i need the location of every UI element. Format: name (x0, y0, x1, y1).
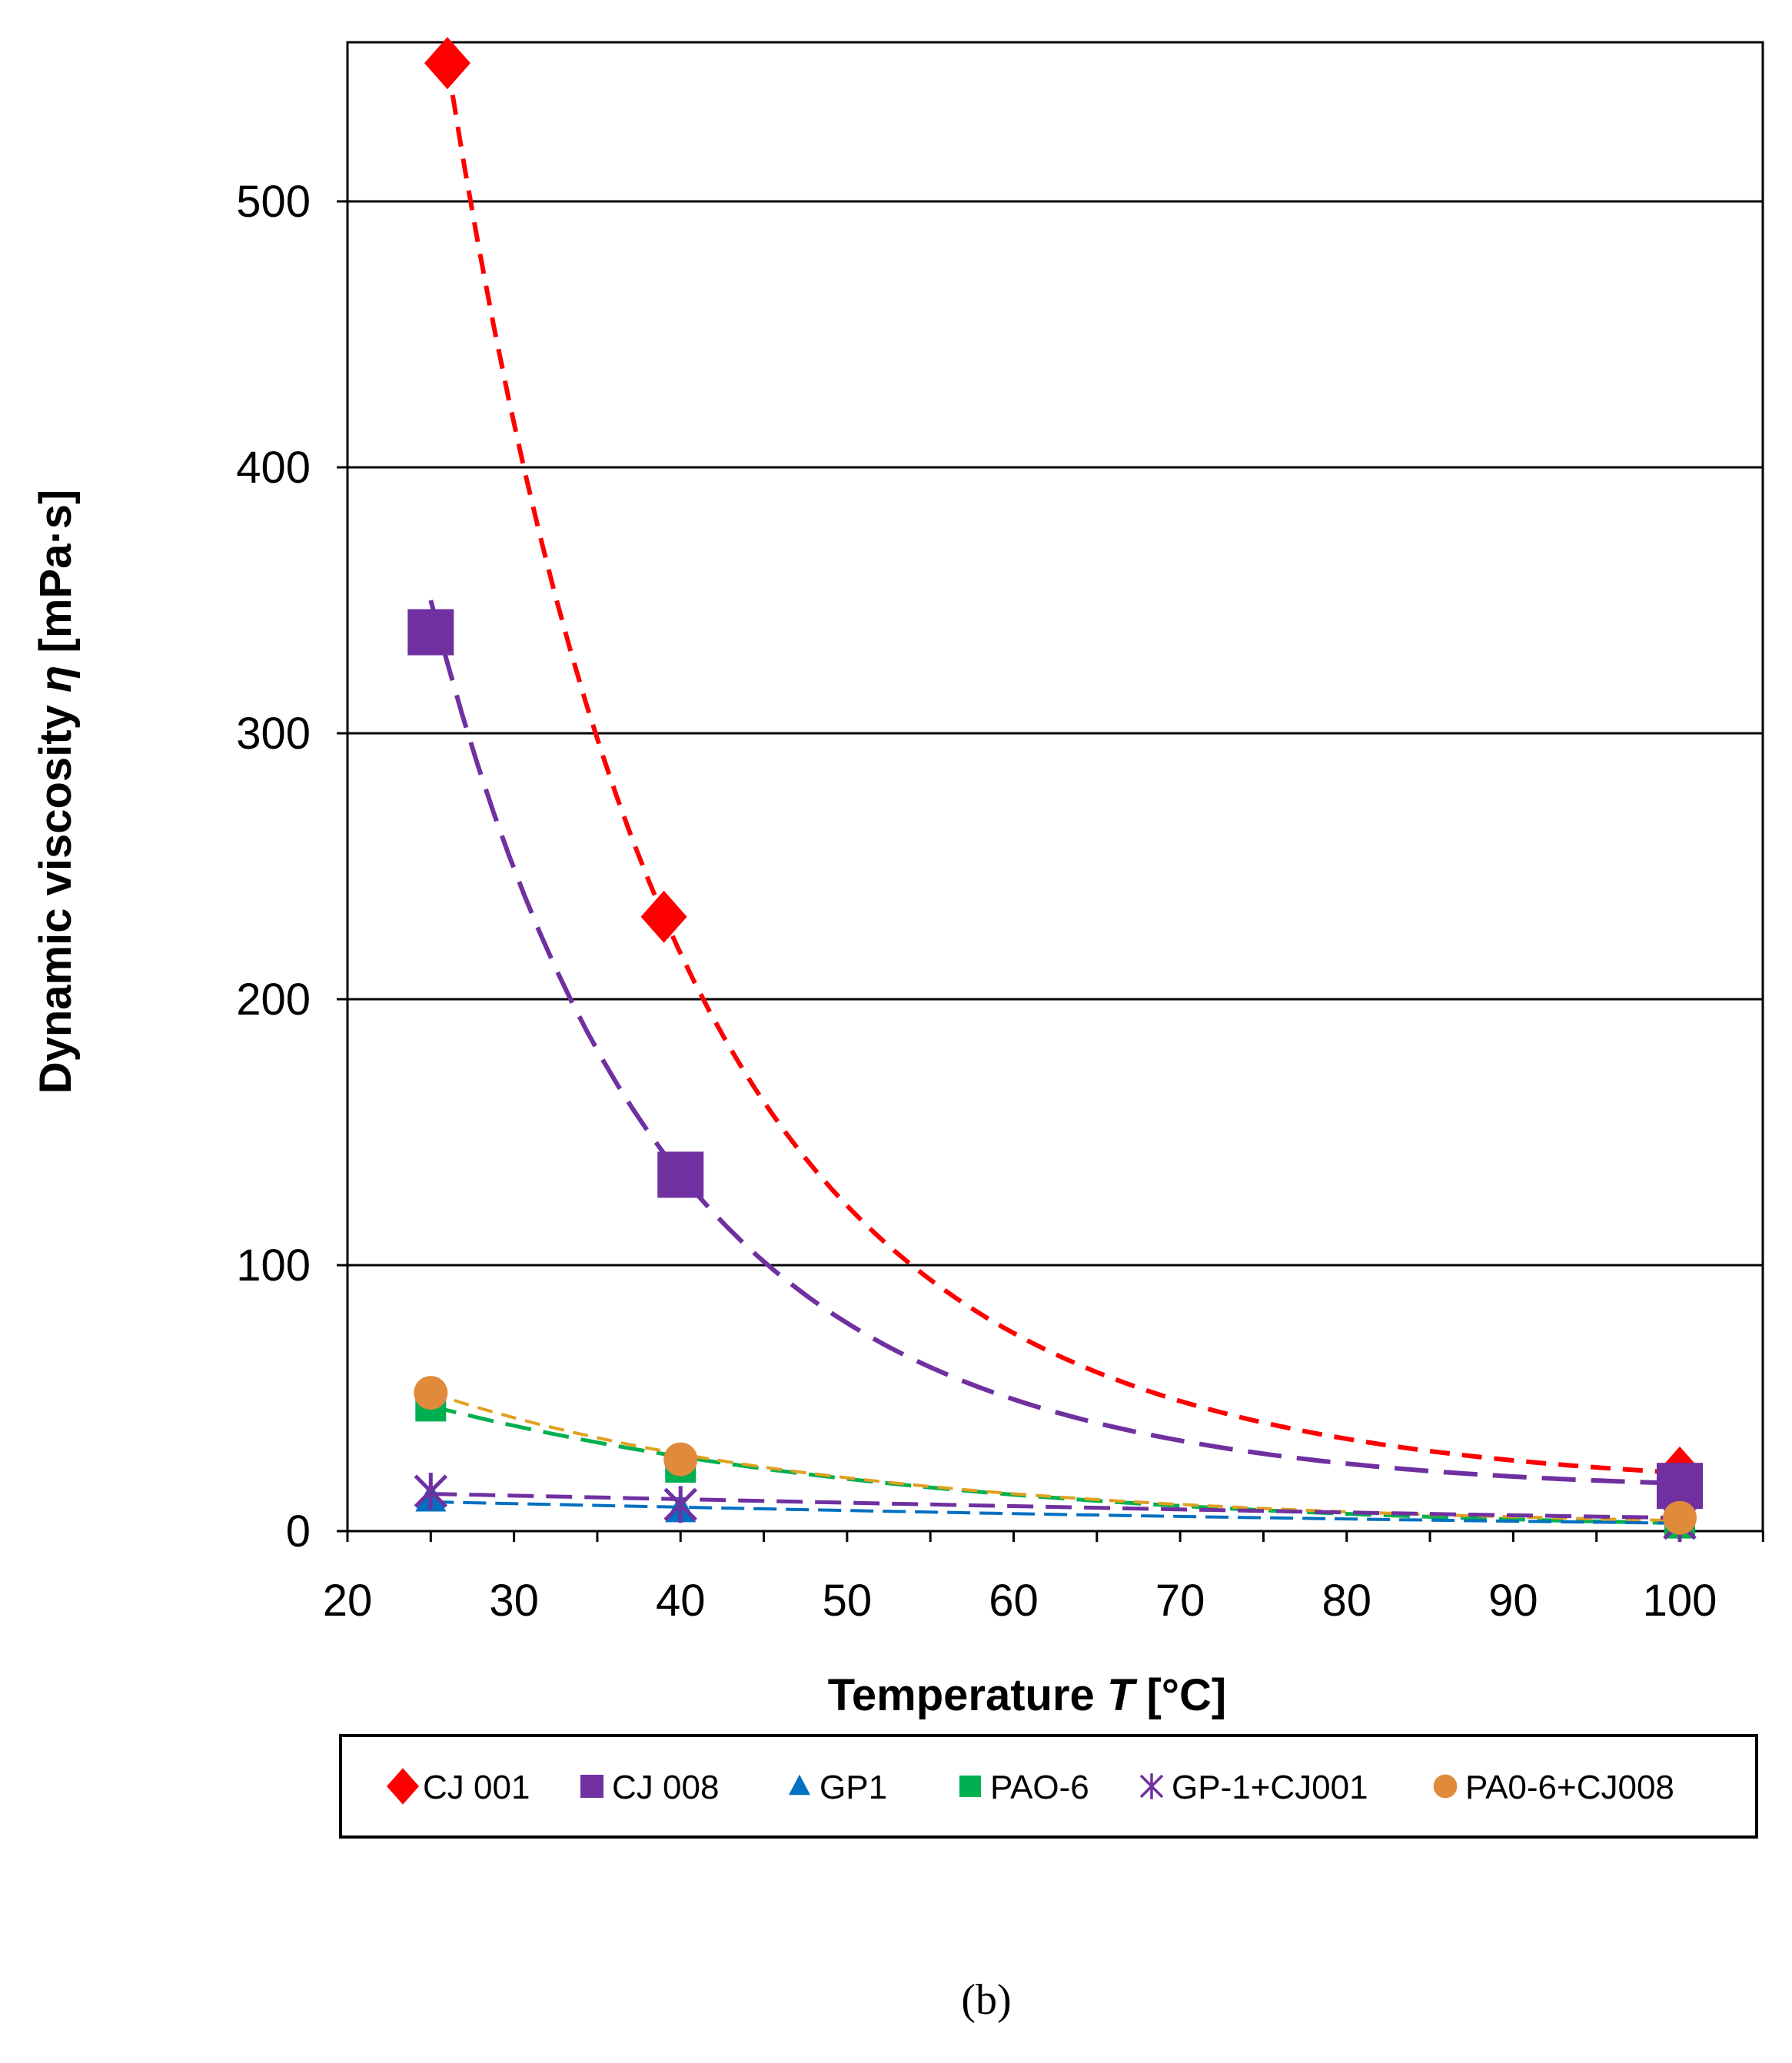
y-axis-title-unit: [mPa·s] (31, 490, 81, 666)
data-markers (407, 37, 1703, 1542)
trendline-cj-008 (428, 600, 1681, 1486)
data-point-cj-008 (407, 609, 454, 656)
y-tick-label: 300 (236, 709, 311, 759)
x-axis-title-variable: T (1107, 1670, 1138, 1720)
legend-item-cj-008: CJ 008 (580, 1769, 719, 1806)
trendline-gp1 (431, 1500, 1681, 1525)
legend-marker (387, 1768, 419, 1805)
y-axis-title-variable: η (31, 666, 81, 693)
legend-item-pao-6: PAO-6 (959, 1769, 1089, 1806)
data-point-gp-1-cj001 (663, 1486, 698, 1523)
x-tick-label: 100 (1643, 1576, 1717, 1626)
y-tick-label: 400 (236, 443, 311, 493)
x-tick-label: 20 (323, 1576, 373, 1626)
legend-item-pa0-6-cj008: PA0-6+CJ008 (1433, 1769, 1674, 1806)
y-tick-label: 100 (236, 1241, 311, 1291)
data-point-pa0-6-cj008 (414, 1376, 448, 1410)
legend-marker (1433, 1774, 1458, 1799)
trendline-pa0-6-cj008 (430, 1391, 1681, 1523)
axis-ticks: 0 100 200 300 400 500 20 30 40 50 60 70 80 90 100 (236, 177, 1764, 1626)
trendline-cj-001 (445, 62, 1681, 1475)
legend-marker (580, 1775, 603, 1798)
y-axis-title: Dynamic viscosity η [mPa·s] (31, 490, 81, 1095)
legend-item-cj-001: CJ 001 (387, 1768, 530, 1806)
legend-label: CJ 008 (612, 1769, 719, 1806)
legend-item-gp1: GP1 (789, 1769, 887, 1806)
data-point-pa0-6-cj008 (663, 1442, 698, 1477)
x-tick-label: 70 (1155, 1576, 1205, 1626)
x-tick-label: 80 (1322, 1576, 1371, 1626)
gridlines (347, 200, 1763, 1267)
trendline-gp-1-cj001 (431, 1492, 1681, 1520)
data-point-cj-008 (657, 1151, 704, 1198)
x-axis-title-unit: [°C] (1134, 1670, 1226, 1720)
legend-marker (1139, 1773, 1164, 1799)
y-axis-title-prefix: Dynamic viscosity (31, 693, 81, 1094)
legend-marker (789, 1774, 810, 1796)
legend-label: CJ 001 (423, 1769, 530, 1806)
x-axis-title-prefix: Temperature (828, 1670, 1107, 1720)
x-tick-label: 40 (656, 1576, 706, 1626)
trendline-pao-6 (430, 1404, 1681, 1526)
data-point-gp-1-cj001 (414, 1473, 448, 1510)
figure-caption: (b) (961, 1976, 1011, 2024)
legend-frame (339, 1734, 1758, 1839)
x-tick-label: 30 (489, 1576, 539, 1626)
x-axis-title: Temperature T [°C] (828, 1670, 1226, 1720)
data-point-cj-001 (640, 890, 687, 943)
y-tick-label: 0 (286, 1507, 311, 1556)
x-tick-label: 50 (823, 1576, 873, 1626)
y-tick-label: 200 (236, 975, 311, 1025)
x-tick-label: 90 (1488, 1576, 1538, 1626)
data-point-cj-001 (424, 37, 470, 90)
trendlines (428, 62, 1681, 1526)
legend-label: PA0-6+CJ008 (1465, 1769, 1674, 1806)
legend: CJ 001 CJ 008 GP1 PAO-6 GP-1+CJ001 PA0-6+CJ00… (339, 1734, 1758, 1839)
legend-item-gp-1-cj001: GP-1+CJ001 (1139, 1769, 1368, 1806)
legend-label: GP1 (820, 1769, 887, 1806)
legend-marker (959, 1776, 981, 1797)
legend-label: PAO-6 (990, 1769, 1089, 1806)
x-tick-label: 60 (989, 1576, 1039, 1626)
y-tick-label: 500 (236, 177, 311, 227)
plot-area-frame (346, 41, 1764, 1533)
data-point-pa0-6-cj008 (1663, 1500, 1697, 1535)
legend-label: GP-1+CJ001 (1172, 1769, 1368, 1806)
